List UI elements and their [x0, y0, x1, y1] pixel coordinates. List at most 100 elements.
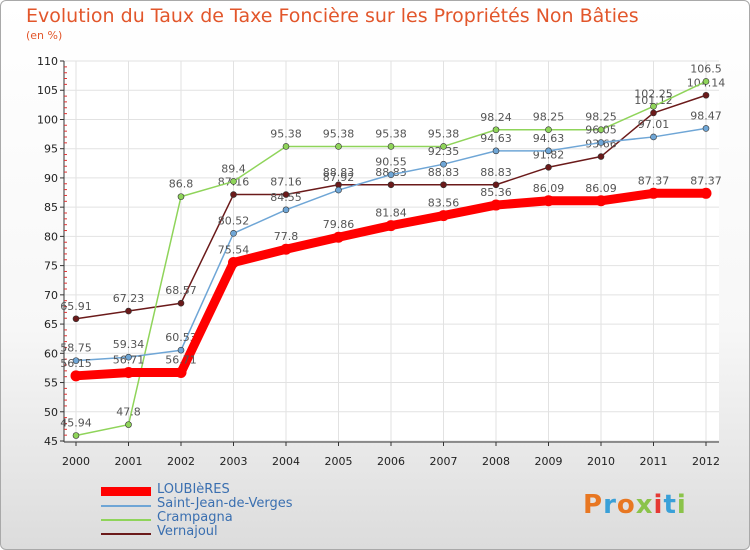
y-tick-label: 70: [44, 289, 58, 302]
data-label-crampagna: 95.38: [270, 127, 302, 140]
data-label-loubi-res: 56.15: [60, 357, 92, 370]
data-point-saint-jean-de-verges: [545, 147, 552, 155]
data-point-crampagna: [545, 126, 552, 133]
x-tick-label: 2001: [115, 455, 143, 468]
data-point-loubi-res: [700, 187, 712, 199]
data-point-saint-jean-de-verges: [387, 171, 395, 179]
x-tick-label: 2005: [325, 455, 353, 468]
data-point-crampagna: [177, 193, 185, 200]
data-label-saint-jean-de-verges: 97.01: [638, 118, 670, 131]
data-point-loubi-res: [543, 195, 554, 207]
data-point-loubi-res: [175, 367, 187, 379]
legend-swatch-vernajoul: [101, 533, 151, 535]
data-point-saint-jean-de-verges: [702, 125, 710, 132]
data-point-crampagna: [702, 78, 710, 85]
data-label-saint-jean-de-verges: 92.35: [428, 145, 460, 158]
y-tick-label: 75: [44, 260, 58, 273]
data-point-loubi-res: [648, 187, 659, 199]
data-label-vernajoul: 88.83: [323, 166, 355, 179]
y-tick-label: 85: [44, 201, 58, 214]
data-point-crampagna: [282, 143, 290, 150]
data-point-vernajoul: [702, 91, 710, 99]
data-label-crampagna: 98.25: [533, 111, 565, 124]
x-tick-label: 2000: [62, 455, 90, 468]
data-label-saint-jean-de-verges: 59.34: [113, 338, 145, 351]
data-point-crampagna: [650, 103, 657, 110]
data-point-crampagna: [492, 126, 500, 134]
data-point-vernajoul: [650, 109, 657, 117]
data-point-saint-jean-de-verges: [177, 346, 185, 354]
legend-swatch-loubieres: [101, 487, 151, 496]
data-point-crampagna: [125, 421, 132, 428]
legend-label-crampagna: Crampagna: [157, 510, 233, 525]
y-tick-label: 90: [44, 172, 58, 185]
data-label-crampagna: 98.24: [480, 111, 512, 124]
data-point-saint-jean-de-verges: [440, 160, 447, 168]
data-point-loubi-res: [280, 243, 292, 255]
data-point-crampagna: [230, 178, 237, 185]
y-tick-label: 110: [37, 55, 58, 68]
data-label-vernajoul: 67.23: [113, 292, 145, 305]
data-label-saint-jean-de-verges: 94.63: [533, 132, 565, 145]
data-label-loubi-res: 56.71: [165, 354, 197, 367]
data-point-vernajoul: [597, 153, 605, 160]
y-tick-label: 95: [44, 143, 58, 156]
data-label-saint-jean-de-verges: 60.53: [165, 331, 197, 344]
data-label-loubi-res: 79.86: [323, 218, 355, 231]
x-tick-label: 2011: [640, 455, 668, 468]
proxiti-logo: Proxiti: [583, 490, 687, 520]
data-label-crampagna: 95.38: [428, 127, 460, 140]
data-label-crampagna: 95.38: [323, 127, 355, 140]
data-label-saint-jean-de-verges: 87.92: [323, 171, 355, 184]
data-label-loubi-res: 85.36: [480, 186, 512, 199]
logo-letter: t: [663, 490, 677, 520]
data-label-loubi-res: 81.84: [375, 207, 407, 220]
legend-swatch-crampagna: [101, 519, 151, 521]
data-label-loubi-res: 86.09: [533, 182, 565, 195]
data-label-vernajoul: 68.57: [165, 284, 197, 297]
data-point-saint-jean-de-verges: [230, 230, 237, 237]
y-tick-label: 50: [44, 406, 58, 419]
data-label-vernajoul: 88.83: [480, 166, 512, 179]
data-point-crampagna: [335, 143, 342, 150]
y-tick-label: 55: [44, 377, 58, 390]
data-label-saint-jean-de-verges: 58.75: [60, 342, 92, 355]
x-tick-label: 2010: [587, 455, 615, 468]
data-point-loubi-res: [333, 231, 344, 243]
data-point-vernajoul: [125, 307, 132, 315]
x-tick-label: 2004: [272, 455, 300, 468]
data-label-saint-jean-de-verges: 98.47: [690, 109, 722, 122]
data-label-saint-jean-de-verges: 84.55: [270, 191, 302, 204]
x-tick-label: 2006: [377, 455, 405, 468]
data-label-loubi-res: 75.54: [218, 243, 250, 256]
data-point-loubi-res: [595, 195, 607, 207]
data-label-vernajoul: 65.91: [60, 300, 92, 313]
data-point-crampagna: [597, 126, 605, 133]
data-label-vernajoul: 88.83: [428, 166, 460, 179]
data-point-saint-jean-de-verges: [492, 147, 500, 155]
x-tick-label: 2012: [692, 455, 720, 468]
data-point-saint-jean-de-verges: [125, 353, 132, 361]
data-point-saint-jean-de-verges: [650, 133, 657, 141]
data-label-loubi-res: 86.09: [585, 182, 617, 195]
data-point-loubi-res: [123, 367, 134, 379]
data-label-saint-jean-de-verges: 90.55: [375, 156, 407, 169]
x-tick-label: 2009: [535, 455, 563, 468]
data-point-vernajoul: [440, 181, 447, 189]
y-tick-label: 45: [44, 435, 58, 448]
legend-label-saint-jean-de-verges: Saint-Jean-de-Verges: [157, 496, 293, 511]
x-tick-label: 2008: [482, 455, 510, 468]
x-tick-label: 2002: [167, 455, 195, 468]
data-point-loubi-res: [228, 256, 239, 268]
y-tick-label: 105: [37, 84, 58, 97]
data-point-vernajoul: [545, 163, 552, 171]
data-point-vernajoul: [282, 191, 290, 198]
data-label-loubi-res: 56.71: [113, 354, 145, 367]
data-point-saint-jean-de-verges: [72, 357, 80, 364]
y-tick-label: 65: [44, 318, 58, 331]
data-label-loubi-res: 87.37: [690, 174, 722, 187]
data-label-crampagna: 95.38: [375, 127, 407, 140]
data-point-vernajoul: [230, 191, 237, 198]
data-point-crampagna: [72, 432, 80, 439]
